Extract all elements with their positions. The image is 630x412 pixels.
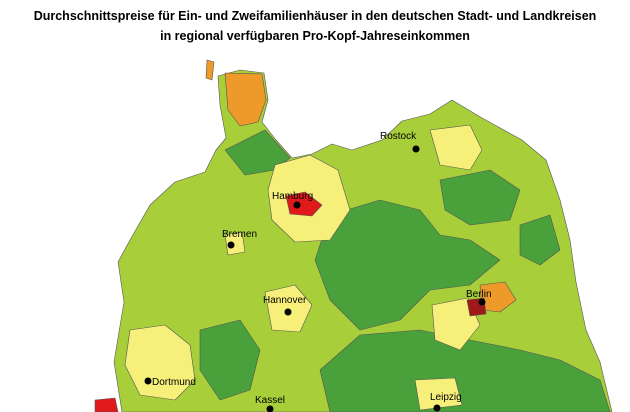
city-labels: Rostock Hamburg Bremen Hannover Berlin D… [152,131,492,406]
city-label: Hamburg [272,191,313,202]
city-dot [433,404,441,412]
region [314,199,501,331]
region [439,169,521,226]
city-dot [266,405,274,412]
city-dot [144,377,152,385]
region [94,397,119,412]
title-line: in regional verfügbaren Pro-Kopf-Jahrese… [160,29,470,43]
region [431,297,481,351]
city-label: Kassel [255,395,285,406]
city-dot [293,201,301,209]
title-line: Durchschnittspreise für Ein- und Zweifam… [34,9,597,23]
region [199,319,261,401]
region [224,231,246,256]
region [414,377,463,411]
city-label: Rostock [380,131,417,142]
city-dot [284,308,292,316]
region [285,191,323,217]
regions [94,59,613,412]
region [429,124,483,171]
city-label: Dortmund [152,377,196,388]
region [264,284,313,333]
city-dots [144,145,486,412]
city-label: Leipzig [430,392,462,403]
region [224,72,267,127]
city-label: Hannover [263,295,307,306]
city-dot [412,145,420,153]
city-dot [227,241,235,249]
island [205,59,215,81]
city-label: Bremen [222,229,257,240]
city-dot [478,298,486,306]
region [519,214,561,266]
city-label: Berlin [466,289,492,300]
region [124,324,196,401]
